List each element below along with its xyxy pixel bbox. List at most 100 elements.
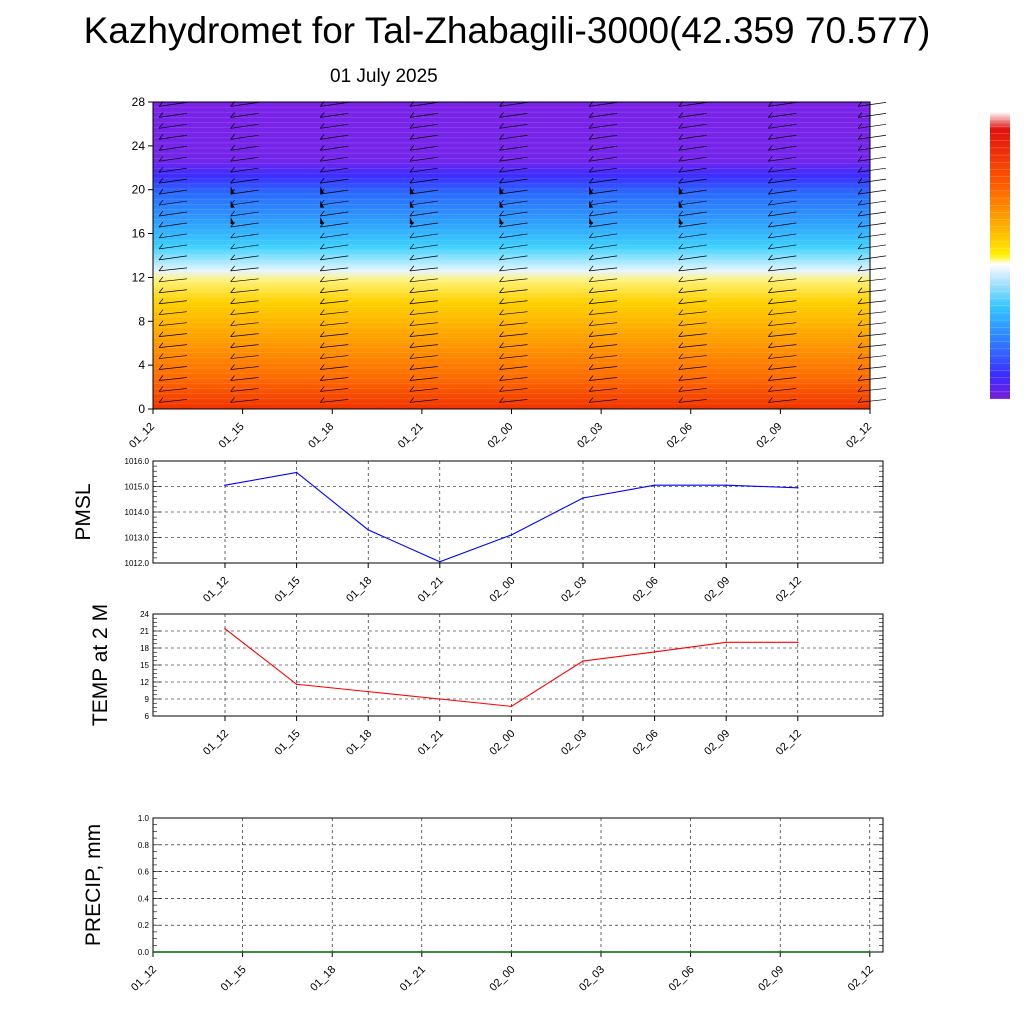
wind-barb	[768, 233, 797, 239]
wind-barb	[320, 399, 349, 403]
wind-barb-flag	[857, 320, 863, 326]
wind-barb-flag	[588, 353, 594, 359]
wind-barb-flag	[499, 155, 504, 162]
wind-barb-flag	[499, 364, 504, 370]
wind-barb	[857, 399, 887, 403]
wind-barb-flag	[319, 123, 325, 129]
wind-barb-flag	[158, 254, 164, 261]
data-point	[224, 627, 226, 630]
wind-barb	[857, 113, 887, 118]
wind-barb-flag	[158, 134, 164, 140]
wind-barb	[857, 145, 887, 151]
wind-barb	[320, 377, 349, 381]
wind-barb-flag	[588, 134, 594, 140]
wind-barb	[409, 102, 438, 107]
wind-barb-flag	[857, 364, 863, 370]
data-point	[510, 705, 513, 708]
wind-barb	[678, 300, 707, 305]
wind-barb-column	[499, 101, 528, 403]
wind-barb-flag	[230, 397, 235, 403]
wind-barb-flag	[409, 177, 415, 184]
wind-barb-flag	[768, 331, 773, 337]
wind-barb	[320, 344, 349, 348]
x-tick-label: 01_18	[306, 421, 336, 451]
wind-barb-flag	[319, 265, 325, 272]
wind-barb-flag	[158, 298, 164, 304]
wind-barb-flag	[857, 375, 863, 381]
wind-barb-flag	[588, 386, 594, 392]
wind-barb	[158, 145, 188, 151]
wind-barb-flag	[158, 155, 164, 162]
wind-barb	[678, 399, 707, 403]
wind-barb-flag	[678, 134, 684, 140]
data-point	[653, 651, 656, 653]
x-tick-label: 02_12	[846, 964, 876, 994]
wind-barb-pennant	[589, 200, 594, 208]
chart-title: Kazhydromet for Tal-Zhabagili-3000(42.35…	[83, 10, 931, 51]
wind-barb	[768, 355, 797, 359]
x-tick-label: 02_00	[487, 575, 517, 605]
wind-barb	[499, 123, 528, 129]
wind-barb	[158, 167, 188, 173]
wind-barb-flag	[588, 210, 594, 217]
wind-barb	[678, 189, 707, 195]
wind-barb-flag	[499, 342, 504, 348]
wind-barb-flag	[319, 276, 325, 283]
wind-barb-flag	[588, 397, 594, 403]
wind-barb-flag	[319, 177, 325, 184]
wind-barb-flag	[158, 188, 164, 195]
wind-barb-flag	[588, 331, 594, 337]
wind-barb	[589, 211, 618, 217]
wind-barb-flag	[588, 155, 594, 162]
wind-barb-flag	[499, 386, 504, 392]
wind-barb	[409, 377, 438, 381]
wind-barb	[409, 222, 438, 228]
wind-barb	[857, 311, 887, 316]
wind-barb-flag	[768, 320, 773, 326]
wind-barb-pennant	[409, 217, 414, 225]
y-tick-label: 0.6	[138, 868, 150, 877]
wind-barb	[678, 322, 707, 327]
wind-barb-flag	[588, 320, 594, 326]
wind-barb	[499, 300, 528, 305]
wind-barb	[158, 211, 188, 217]
wind-barb-column	[158, 101, 188, 403]
wind-barb-flag	[409, 342, 415, 348]
wind-barb-flag	[768, 112, 773, 118]
wind-barb-flag	[409, 320, 415, 326]
wind-barb	[409, 134, 438, 140]
wind-barb	[589, 189, 618, 195]
wind-barb-flag	[588, 364, 594, 370]
wind-barb	[409, 267, 438, 272]
wind-barb	[857, 102, 887, 107]
wind-barb-flag	[319, 309, 325, 315]
wind-barb	[158, 178, 188, 184]
wind-barb-flag	[768, 353, 773, 359]
wind-barb	[499, 388, 528, 392]
wind-barb-flag	[409, 353, 415, 359]
wind-barb	[678, 134, 707, 140]
wind-barb-flag	[678, 298, 684, 304]
wind-barb-flag	[678, 342, 684, 348]
wind-barb-flag	[409, 134, 415, 140]
wind-barb-flag	[768, 166, 773, 173]
wind-barb-flag	[857, 232, 863, 239]
data-point	[439, 560, 441, 563]
wind-barb	[589, 102, 618, 107]
wind-barb-flag	[499, 309, 504, 315]
wind-barb	[589, 134, 618, 140]
wind-barb-flag	[319, 386, 325, 392]
wind-barb	[589, 300, 618, 305]
wind-barb-flag	[857, 331, 863, 337]
wind-barb-flag	[678, 210, 684, 217]
wind-barb	[857, 388, 887, 392]
x-tick-label: 02_06	[631, 728, 661, 758]
wind-barb-flag	[678, 375, 684, 381]
wind-barb-flag	[678, 386, 684, 392]
wind-barb-flag	[768, 265, 773, 272]
x-tick-label: 01_18	[344, 575, 374, 605]
data-point	[510, 534, 513, 536]
wind-barb	[857, 333, 887, 337]
wind-barb	[320, 156, 349, 162]
x-tick-label: 02_06	[667, 964, 697, 994]
